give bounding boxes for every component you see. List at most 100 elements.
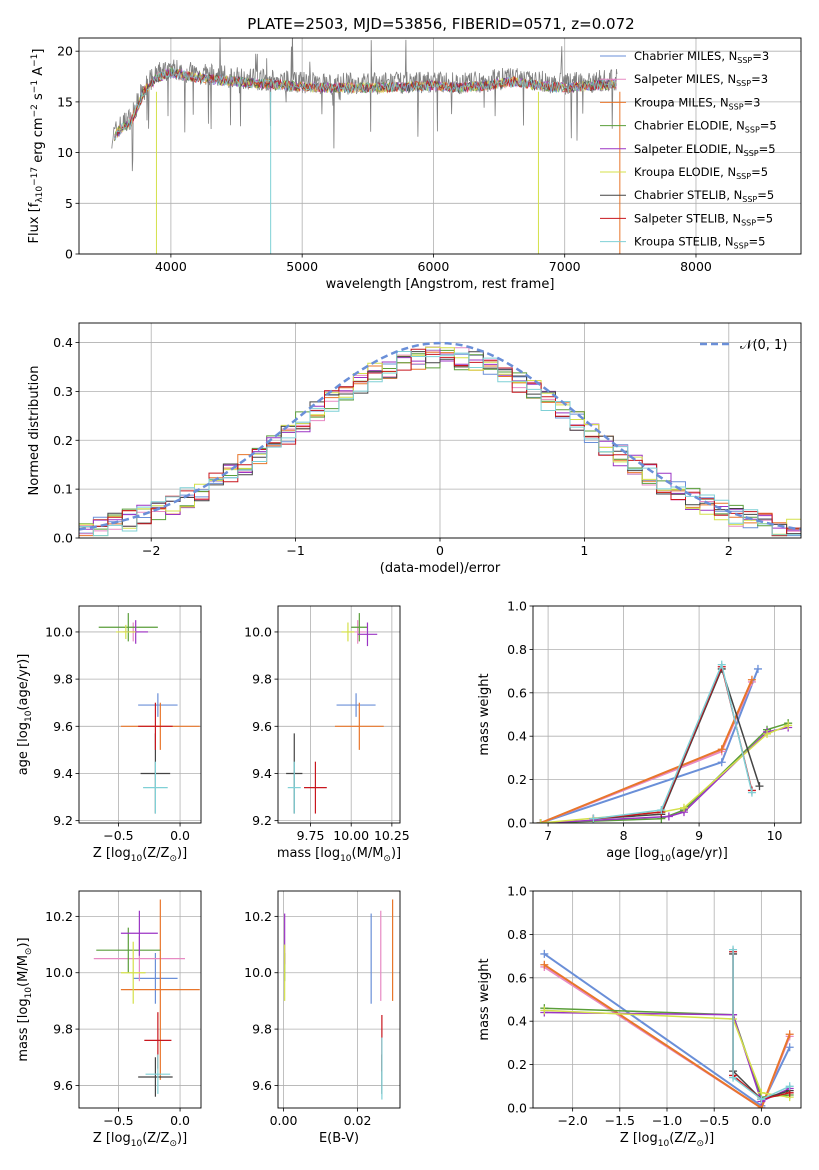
- weights-age-xtick-label: 9: [695, 828, 703, 843]
- weights-z-xlabel-part: 10: [658, 1139, 670, 1149]
- weights-z-xlabel: Z [log10(Z/Z⊙)]: [620, 1131, 714, 1149]
- spectrum-data-line: [111, 38, 618, 172]
- residuals-ytick-label: 0.1: [53, 482, 73, 497]
- weights-age-series-marker: [657, 805, 666, 814]
- z-age-xlabel-part: 10: [131, 854, 143, 864]
- legend-label-name: Chabrier ELODIE, N: [634, 119, 745, 133]
- z-age-xlabel-part: Z [log: [93, 846, 131, 861]
- ebv-mass-ytick-label: 10.0: [244, 965, 272, 980]
- legend-label: Salpeter ELODIE, NSSP=5: [634, 142, 776, 158]
- weights-age-frame: [532, 605, 802, 824]
- weights-z-xtick-label: −2.0: [557, 1113, 587, 1128]
- z-mass-ylabel-part: (M/M: [16, 955, 31, 987]
- spectrum-xtick-label: 4000: [155, 259, 187, 274]
- legend-label-tail: =3: [751, 72, 768, 86]
- weights-age-series-marker: [664, 812, 673, 821]
- legend-label: Kroupa ELODIE, NSSP=5: [634, 165, 768, 181]
- spectrum-xtick-label: 6000: [418, 259, 450, 274]
- weights-age-series-line: [540, 681, 753, 823]
- weights-age-series-marker: [755, 782, 764, 791]
- weights-age-ytick-label: 0.8: [507, 642, 527, 657]
- residuals-xtick-label: 2: [725, 543, 733, 558]
- spectrum-ylabel: Flux [fλ10−17 erg cm−2 s−1 A−1]: [27, 49, 46, 244]
- z-mass-axes: −0.5 0.09.69.810.010.2Z [log10(Z/Z⊙)]mass…: [16, 890, 202, 1149]
- z-mass-xlabel-part: 10: [131, 1139, 143, 1149]
- residuals-ytick-label: 0.2: [53, 433, 73, 448]
- weights-age-xtick-label: 7: [544, 828, 552, 843]
- z-age-axes: −0.5 0.09.29.49.69.810.0Z [log10(Z/Z⊙)]ag…: [16, 605, 202, 864]
- weights-z-ylabel: mass weight: [477, 958, 492, 1040]
- legend-label-name: Kroupa ELODIE, N: [634, 165, 736, 179]
- ebv-mass-ytick-label: 9.6: [252, 1078, 272, 1093]
- mass-age-xlabel-part: ⊙: [383, 854, 391, 864]
- weights-age-xlabel-part: 10: [659, 854, 671, 864]
- residual-histogram: [79, 351, 801, 535]
- ebv-mass-xtick-label: 0.00: [270, 1113, 298, 1128]
- ebv-mass-grid: [278, 891, 400, 1108]
- weights-age-ytick-label: 0.6: [507, 685, 527, 700]
- legend-label-sub: SSP: [744, 149, 759, 158]
- z-mass-ytick-label: 10.2: [45, 909, 73, 924]
- spectrum-ylabel-part: ]: [31, 49, 46, 54]
- spectrum-ylabel-part: s: [31, 93, 46, 104]
- spectrum-plot: [111, 38, 621, 254]
- residuals-ytick-label: 0.0: [53, 531, 73, 546]
- z-age-xlabel: Z [log10(Z/Z⊙)]: [93, 846, 187, 864]
- legend-label-tail: =5: [751, 165, 768, 179]
- weights-age-series-marker: [536, 819, 545, 823]
- legend-label-tail: =5: [756, 211, 773, 225]
- weights-z-series-marker: [540, 1006, 549, 1015]
- mass-age-ytick-label: 9.6: [252, 719, 272, 734]
- weights-age-plot: [536, 660, 793, 823]
- spectrum-frame: [78, 37, 802, 255]
- legend-label-sub: SSP: [745, 126, 760, 135]
- legend-label-name: Salpeter ELODIE, N: [634, 142, 744, 156]
- weights-z-grid: [533, 890, 801, 1109]
- mass-age-xlabel-part: (M/M: [352, 846, 384, 861]
- spectrum-ytick-label: 10: [57, 145, 73, 160]
- z-mass-xlabel-part: )]: [177, 1131, 187, 1146]
- legend-label-tail: =5: [749, 235, 766, 249]
- weights-z-xlabel-part: (Z/Z: [669, 1131, 696, 1146]
- ebv-mass-plot: [284, 899, 394, 1100]
- mass-age-axes: 9.75 10.00 10.25 9.2 9.4 9.6 9.8 10.0 mass [log1…: [244, 605, 410, 864]
- legend-label: Salpeter STELIB, NSSP=5: [634, 211, 773, 227]
- z-age-ytick-label: 9.6: [53, 719, 73, 734]
- spectrum-ylabel-part: −17: [30, 167, 40, 186]
- legend-label-name: Chabrier MILES, N: [634, 49, 737, 63]
- weights-age-series-marker: [753, 664, 762, 673]
- mass-age-grid: [278, 606, 400, 823]
- z-mass-xlabel-part: ⊙: [169, 1139, 177, 1149]
- z-age-ylabel-part: (age/yr)]: [16, 654, 31, 711]
- z-mass-xlabel-part: (Z/Z: [142, 1131, 169, 1146]
- weights-age-series-marker: [717, 660, 726, 669]
- ebv-mass-ytick-label: 10.2: [244, 909, 272, 924]
- weights-age-series-marker: [717, 758, 726, 767]
- residuals-frame: [78, 322, 802, 539]
- legend-label-sub: SSP: [736, 79, 751, 88]
- spectrum-ytick-label: 5: [65, 196, 73, 211]
- legend-label-tail: =5: [757, 188, 774, 202]
- z-age-ytick-label: 10.0: [45, 624, 73, 639]
- weights-z-ytick-label: 1.0: [507, 884, 527, 899]
- weights-z-xtick-label: −1.0: [652, 1113, 682, 1128]
- spectrum-ytick-label: 15: [57, 94, 73, 109]
- z-age-xtick-label: −0.5: [103, 828, 133, 843]
- legend-label-tail: =5: [760, 119, 777, 133]
- z-mass-ylabel: mass [log10(M/M⊙)]: [16, 937, 34, 1061]
- ebv-mass-ytick-label: 9.8: [252, 1022, 272, 1037]
- legend-label-tail: =5: [759, 142, 776, 156]
- legend-label-sub: SSP: [734, 242, 749, 251]
- z-mass-ylabel-part: mass [log: [16, 998, 31, 1061]
- weights-z-series-marker: [785, 1043, 794, 1052]
- weights-age-xtick-label: 10: [767, 828, 783, 843]
- legend-label: Salpeter MILES, NSSP=3: [634, 72, 768, 88]
- mass-age-xlabel-part: )]: [391, 846, 401, 861]
- residuals-ylabel: Normed distribution: [27, 366, 42, 496]
- residuals-ytick-label: 0.4: [53, 335, 73, 350]
- legend-label-sub: SSP: [742, 195, 757, 204]
- weights-age-series-line: [593, 662, 753, 820]
- z-age-xlabel-part: ⊙: [169, 854, 177, 864]
